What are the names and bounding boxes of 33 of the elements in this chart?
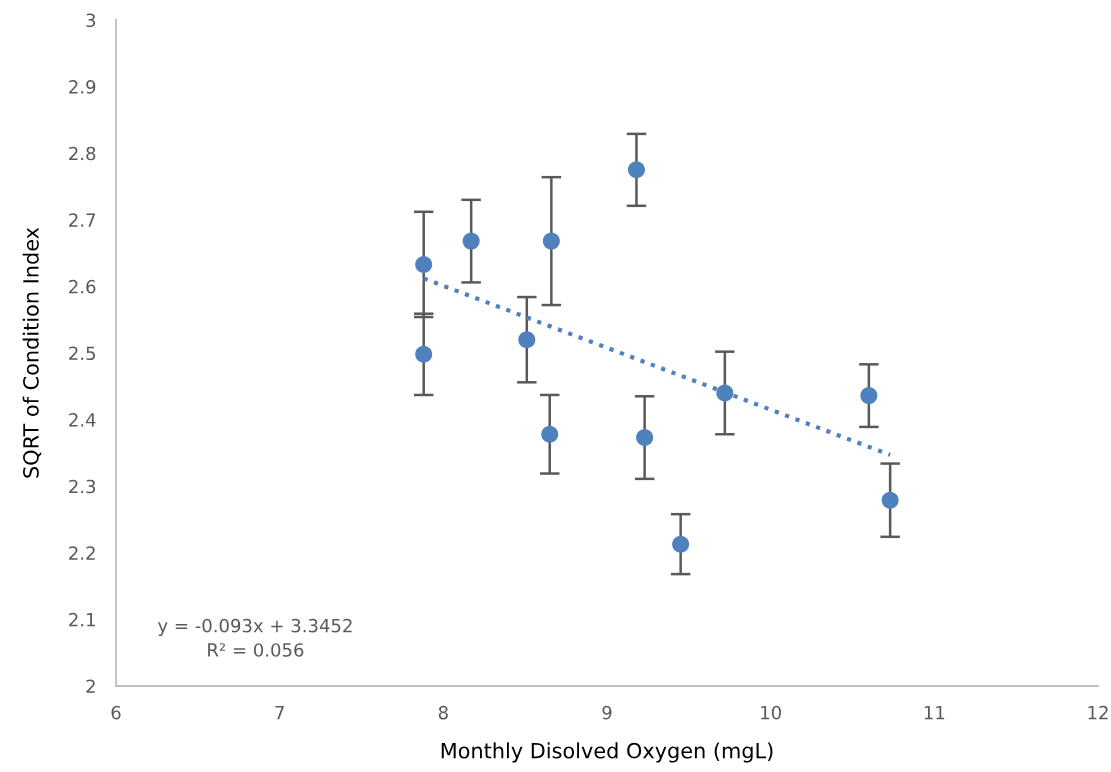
point	[518, 331, 536, 349]
point	[860, 387, 878, 405]
point	[462, 232, 480, 250]
y-tick-label: 2.7	[69, 213, 96, 227]
y-tick-label: 2	[86, 679, 95, 693]
point	[542, 232, 560, 250]
point	[415, 255, 433, 273]
x-tick-label: 12	[1088, 705, 1108, 720]
point	[881, 491, 899, 509]
x-axis-title: Monthly Disolved Oxygen (mgL)	[441, 742, 773, 763]
y-tick-label: 2.1	[69, 612, 95, 627]
point	[627, 161, 645, 179]
x-tick-label: 6	[111, 705, 121, 720]
point	[541, 425, 559, 443]
annotation: y = -0.093x + 3.3452 R² = 0.056	[158, 618, 352, 657]
y-axis-title: SQRT of Condition Index	[22, 227, 42, 478]
y-tick-label: 2.6	[69, 279, 96, 294]
point	[636, 429, 654, 447]
y-tick-label: 2.5	[69, 346, 95, 361]
y-tick-label: 2.8	[69, 146, 96, 161]
y-tick-label: 3	[86, 13, 96, 28]
point	[672, 535, 690, 553]
y-tick-label: 2.9	[69, 80, 96, 94]
y-tick-label: 2.4	[69, 413, 96, 427]
x-tick-label: 11	[924, 706, 945, 720]
x-tick-label: 7	[275, 706, 284, 720]
y-tick-label: 2.2	[69, 546, 95, 560]
y-tick-label: 2.3	[69, 479, 96, 494]
x-tick-label: 9	[602, 705, 612, 720]
x-tick-label: 8	[438, 705, 448, 720]
x-tick-label: 10	[761, 705, 781, 720]
point	[716, 384, 734, 402]
point	[415, 345, 433, 363]
